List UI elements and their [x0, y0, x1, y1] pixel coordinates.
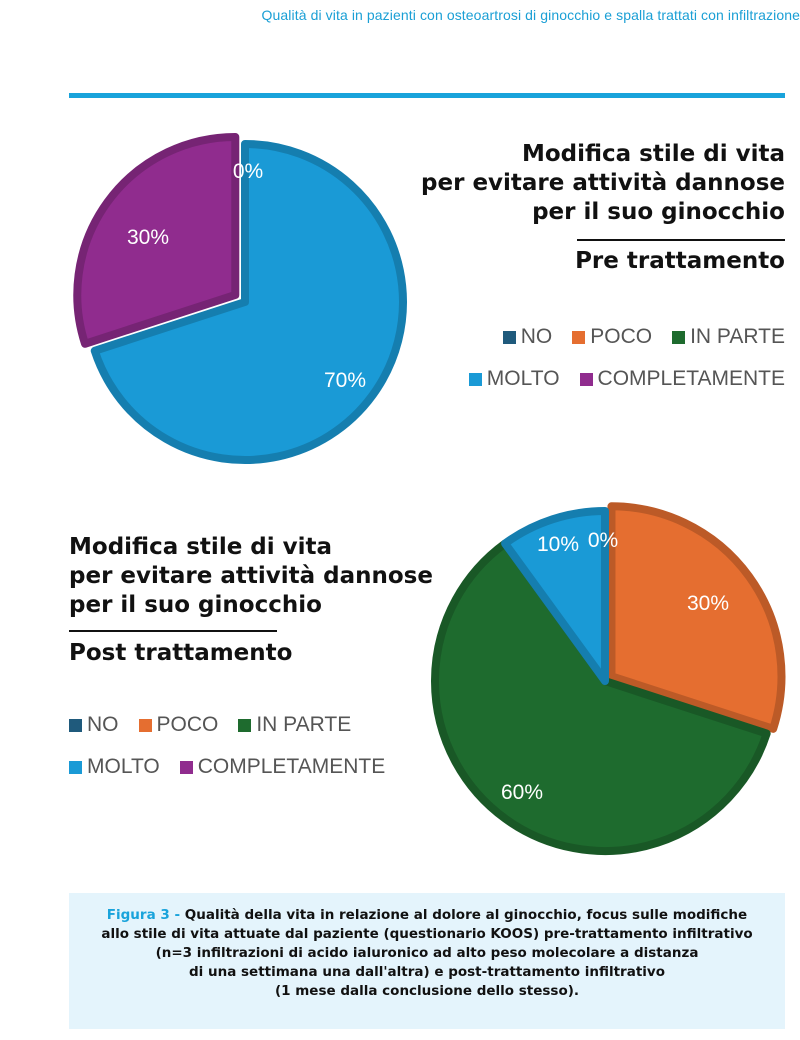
- chart-title-line: Modifica stile di vita: [69, 534, 333, 560]
- chart-title-post: Modifica stile di vita per evitare attiv…: [69, 533, 433, 620]
- legend-label: COMPLETAMENTE: [597, 367, 785, 390]
- pie-slice-poco: [607, 502, 786, 733]
- legend-item-completamente: COMPLETAMENTE: [179, 754, 386, 780]
- legend-label: MOLTO: [486, 367, 560, 390]
- legend-label: IN PARTE: [690, 325, 785, 348]
- legend-item-no: NO: [69, 712, 119, 738]
- caption-line: (1 mese dalla conclusione dello stesso).: [274, 983, 580, 999]
- legend-pre: NO POCO IN PARTE MOLTO COMPLETAMENTE: [468, 324, 785, 392]
- caption-line: allo stile di vita attuate dal paziente …: [101, 926, 753, 942]
- pie-slice-in-parte: [431, 539, 771, 855]
- pie-slice-molto: [90, 140, 407, 464]
- legend-swatch: [468, 372, 482, 386]
- legend-row: MOLTO COMPLETAMENTE: [69, 754, 385, 780]
- legend-swatch: [502, 330, 516, 344]
- legend-item-in-parte: IN PARTE: [672, 324, 785, 350]
- legend-swatch: [69, 760, 82, 774]
- chart-title-line: per il suo ginocchio: [69, 592, 322, 618]
- chart-subtitle-pre: Pre trattamento: [575, 248, 785, 274]
- chart-title-line: per evitare attività dannose: [69, 563, 433, 589]
- subtitle-rule-post: [69, 630, 277, 632]
- legend-swatch: [179, 760, 193, 774]
- chart-title-line: Modifica stile di vita: [521, 141, 785, 167]
- legend-item-poco: POCO: [572, 324, 652, 350]
- subtitle-rule-pre: [577, 239, 785, 241]
- legend-item-in-parte: IN PARTE: [238, 712, 351, 738]
- legend-row: NO POCO IN PARTE: [69, 712, 385, 738]
- legend-row: MOLTO COMPLETAMENTE: [468, 366, 785, 392]
- chart-subtitle-post: Post trattamento: [69, 640, 293, 666]
- legend-item-no: NO: [502, 324, 553, 350]
- data-label-in-parte: 60%: [501, 781, 543, 804]
- running-header: Qualità di vita in pazienti con osteoart…: [261, 7, 800, 23]
- pie-chart-pre: 0% 30% 70%: [73, 132, 407, 464]
- caption-line: di una settimana una dall'altra) e post-…: [188, 964, 665, 980]
- caption-line-text: Qualità della vita in relazione al dolor…: [184, 907, 748, 923]
- legend-label: IN PARTE: [256, 713, 352, 736]
- legend-row: NO POCO IN PARTE: [469, 324, 785, 350]
- caption-text: Figura 3 - Qualità della vita in relazio…: [69, 906, 785, 1001]
- data-label-no: 0%: [588, 529, 618, 552]
- legend-item-molto: MOLTO: [468, 366, 560, 392]
- data-label-molto: 10%: [537, 533, 579, 556]
- top-rule: [69, 93, 785, 98]
- legend-label: MOLTO: [87, 755, 160, 778]
- legend-swatch: [672, 330, 686, 344]
- legend-label: NO: [520, 325, 553, 348]
- data-label-completamente: 0%: [233, 160, 263, 183]
- legend-swatch: [138, 718, 152, 732]
- legend-post: NO POCO IN PARTE MOLTO COMPLETAMENTE: [69, 712, 385, 780]
- figure-label: Figura 3 -: [106, 907, 181, 923]
- legend-swatch: [69, 718, 82, 732]
- pie-chart-post: 0% 30% 60% 10%: [431, 502, 786, 855]
- legend-swatch: [579, 372, 593, 386]
- legend-label: COMPLETAMENTE: [197, 755, 386, 778]
- legend-item-completamente: COMPLETAMENTE: [579, 366, 785, 392]
- figure-caption: Figura 3 - Qualità della vita in relazio…: [69, 893, 785, 1029]
- caption-line: (n=3 infiltrazioni di acido ialuronico a…: [155, 945, 699, 961]
- data-label-poco: 30%: [687, 592, 729, 615]
- data-label-completamente: 30%: [127, 226, 169, 249]
- legend-label: NO: [87, 713, 119, 736]
- legend-label: POCO: [590, 325, 653, 348]
- caption-line: Figura 3 - Qualità della vita in relazio…: [69, 906, 785, 925]
- pie-slice-molto: [501, 507, 609, 685]
- legend-swatch: [572, 330, 586, 344]
- pie-slice-completamente: [73, 132, 240, 348]
- chart-title-pre: Modifica stile di vita per evitare attiv…: [421, 140, 785, 227]
- data-label-molto: 70%: [324, 369, 366, 392]
- chart-title-line: per il suo ginocchio: [532, 199, 785, 225]
- legend-item-poco: POCO: [138, 712, 219, 738]
- legend-swatch: [238, 718, 252, 732]
- legend-item-molto: MOLTO: [69, 754, 160, 780]
- chart-title-line: per evitare attività dannose: [421, 170, 785, 196]
- legend-label: POCO: [156, 713, 219, 736]
